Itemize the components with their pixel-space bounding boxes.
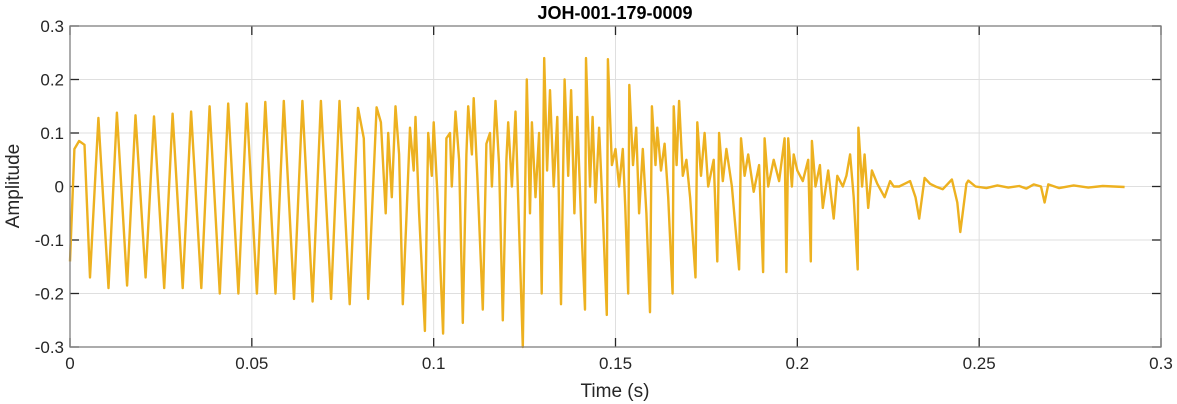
x-tick-label: 0 [65,354,74,373]
y-tick-label: 0 [55,178,64,197]
signal-line [68,56,1125,349]
y-tick-label: 0.2 [40,71,64,90]
y-tick-label: -0.2 [35,285,64,304]
y-tick-label: 0.3 [40,17,64,36]
x-tick-label: 0.05 [235,354,268,373]
x-tick-label: 0.2 [786,354,810,373]
y-axis-label: Amplitude [3,144,24,229]
axes-frame [69,25,1162,348]
chart-title: JOH-001-179-0009 [537,3,692,23]
x-tick-label: 0.3 [1149,354,1173,373]
x-tick-label: 0.15 [599,354,632,373]
y-tick-label: -0.1 [35,231,64,250]
y-tick-label: -0.3 [35,338,64,357]
x-axis-label: Time (s) [581,381,650,402]
x-tick-label: 0.1 [422,354,446,373]
y-tick-label: 0.1 [40,124,64,143]
axis-ticks: 0 0.05 0.1 0.15 0.2 0.25 0.3 -0.3 -0.2 -0.1 0 0.1 0.… [35,17,1173,373]
x-tick-label: 0.25 [963,354,996,373]
